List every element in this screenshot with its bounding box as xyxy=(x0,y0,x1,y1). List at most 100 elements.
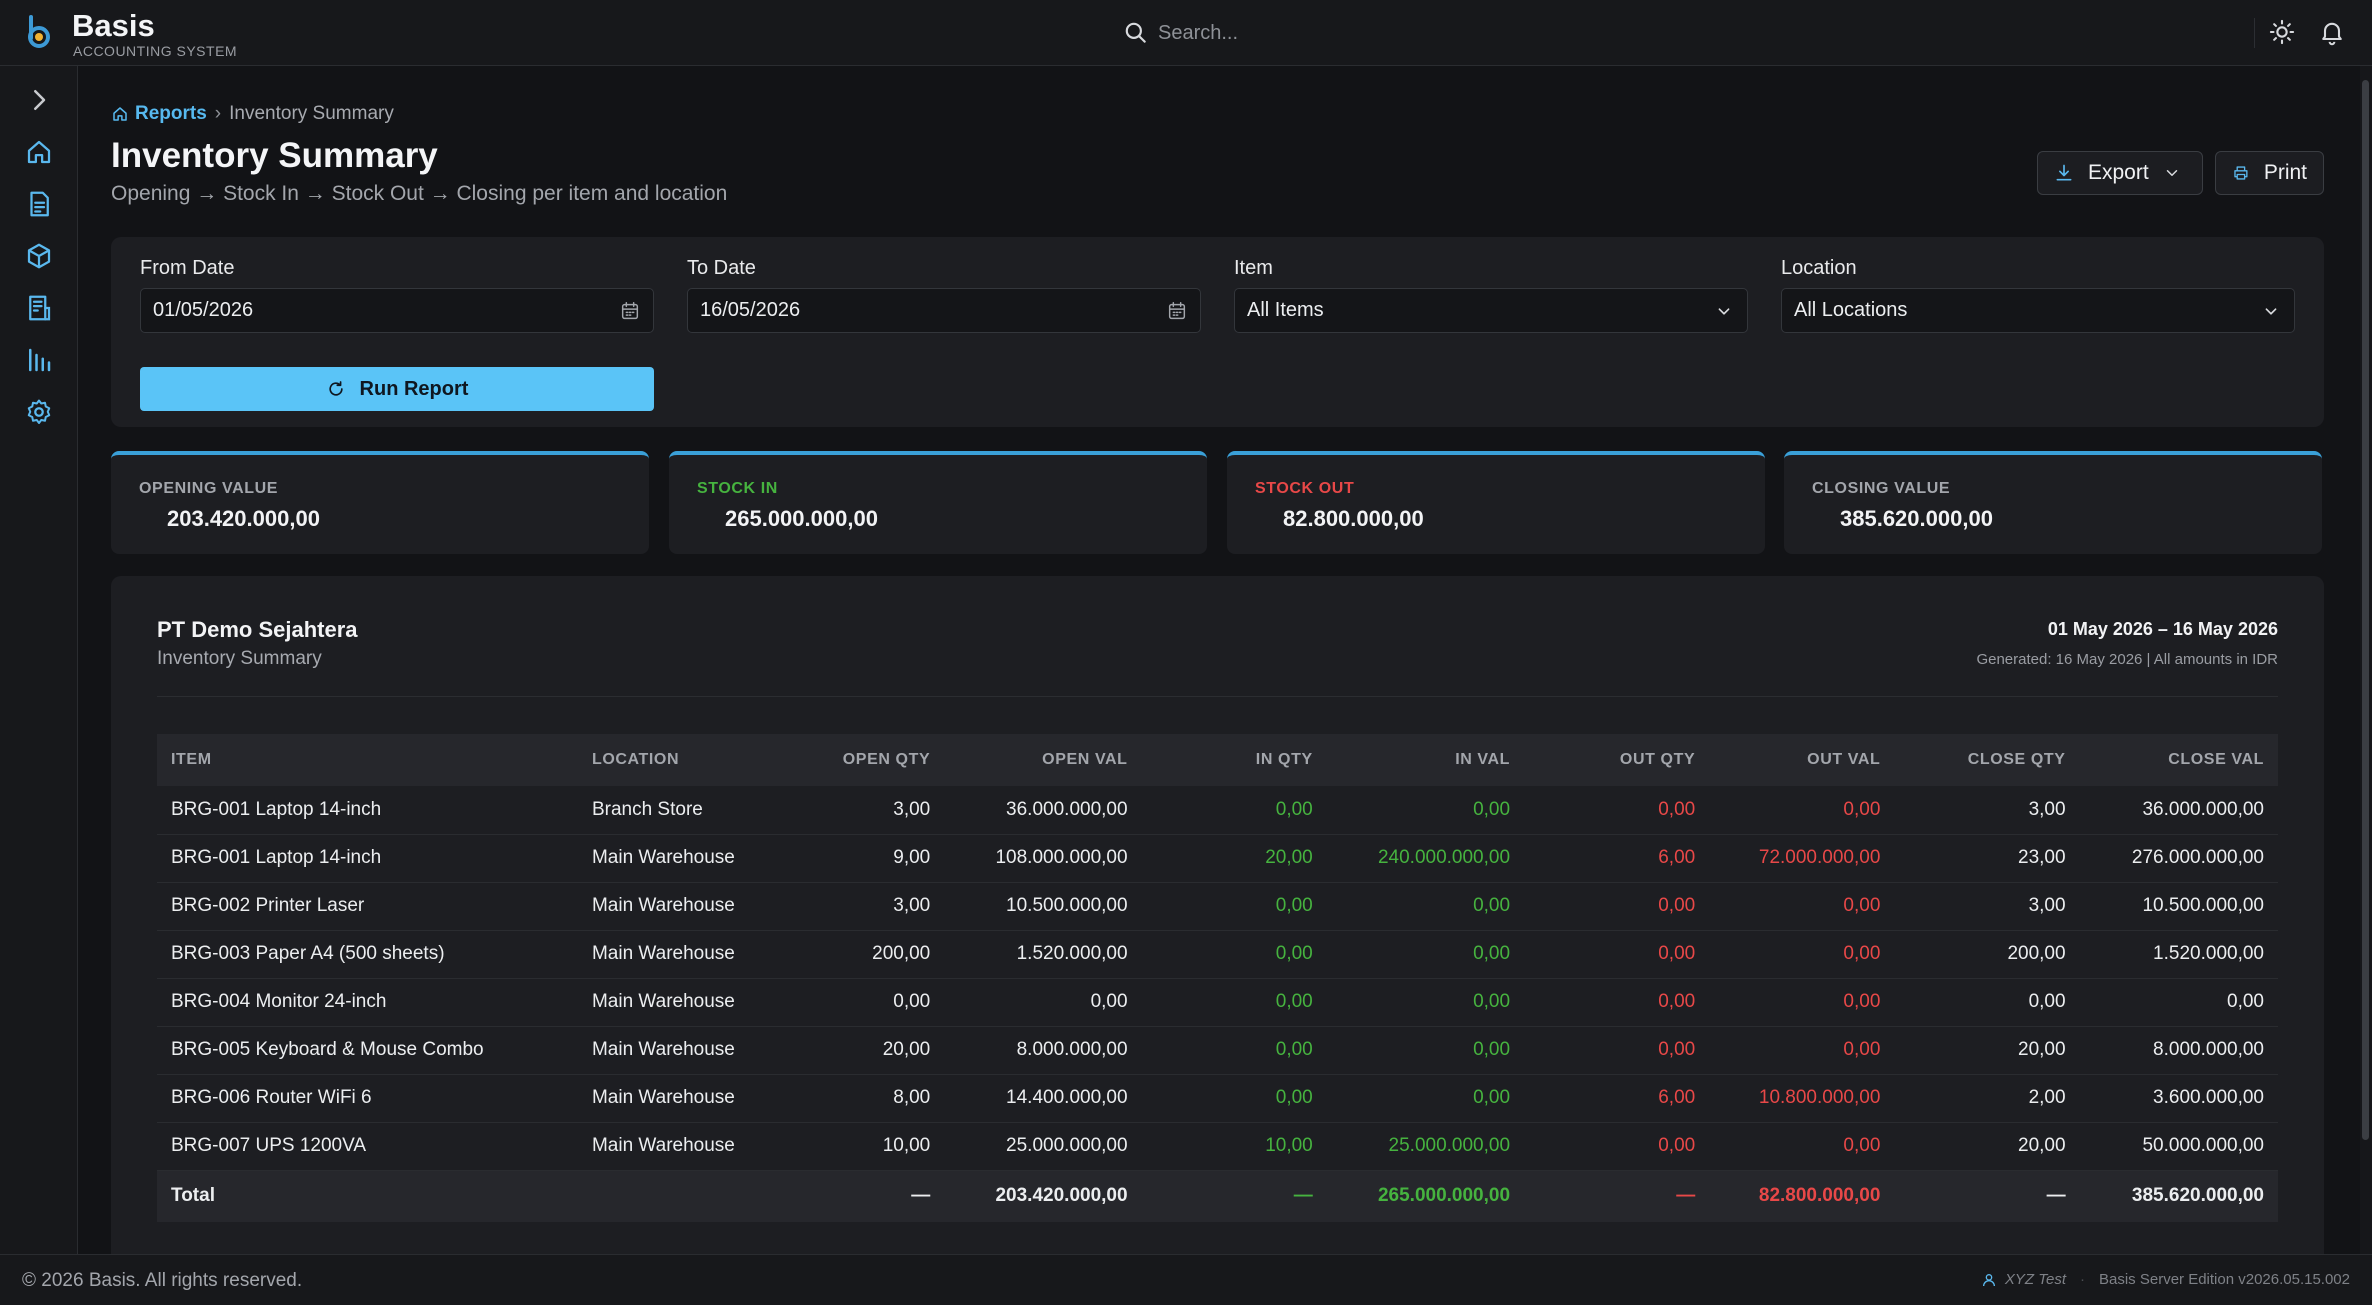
from-date-label: From Date xyxy=(140,257,235,279)
cell-close-val: 10.500.000,00 xyxy=(2079,882,2278,931)
run-report-button[interactable]: Run Report xyxy=(140,367,654,411)
export-button[interactable]: Export xyxy=(2037,151,2203,195)
cell-location: Main Warehouse xyxy=(577,1026,799,1075)
from-date-field[interactable]: 01/05/2026 xyxy=(140,288,654,333)
footer-user: XYZ Test xyxy=(2004,1271,2066,1288)
cell-item: BRG-006 Router WiFi 6 xyxy=(157,1074,578,1123)
document-icon[interactable] xyxy=(24,189,54,219)
scrollbar-thumb[interactable] xyxy=(2362,80,2369,1140)
search-input[interactable] xyxy=(1158,16,1658,50)
cell-in-val: 0,00 xyxy=(1326,1074,1525,1123)
gear-icon[interactable] xyxy=(24,397,54,427)
cell-close-val: 0,00 xyxy=(2079,978,2278,1027)
cell-out-qty: 0,00 xyxy=(1524,978,1710,1027)
cell-close-val: 50.000.000,00 xyxy=(2079,1122,2278,1171)
table-row[interactable]: BRG-006 Router WiFi 6 Main Warehouse 8,00 1… xyxy=(157,1074,2278,1123)
column-header-out-qty: OUT QTY xyxy=(1524,734,1710,786)
total-location xyxy=(577,1170,799,1222)
report-name: Inventory Summary xyxy=(157,648,322,669)
cell-close-val: 1.520.000,00 xyxy=(2079,930,2278,979)
cell-location: Main Warehouse xyxy=(577,1074,799,1123)
cell-close-qty: 20,00 xyxy=(1894,1122,2080,1171)
cell-in-val: 0,00 xyxy=(1326,786,1525,835)
table-row[interactable]: BRG-002 Printer Laser Main Warehouse 3,00 1… xyxy=(157,882,2278,931)
cell-close-qty: 3,00 xyxy=(1894,786,2080,835)
bell-icon[interactable] xyxy=(2318,18,2346,46)
cell-in-val: 0,00 xyxy=(1326,930,1525,979)
stock-in-card: STOCK IN 265.000.000,00 xyxy=(669,451,1207,554)
chevron-down-icon xyxy=(1718,307,1730,315)
calendar-icon[interactable] xyxy=(619,300,641,322)
cell-open-val: 36.000.000,00 xyxy=(944,786,1142,835)
cell-open-val: 14.400.000,00 xyxy=(944,1074,1142,1123)
column-header-in-qty: IN QTY xyxy=(1141,734,1327,786)
stock-in-label: STOCK IN xyxy=(697,480,778,497)
table-row[interactable]: BRG-003 Paper A4 (500 sheets) Main Wareho… xyxy=(157,930,2278,979)
stock-in-value: 265.000.000,00 xyxy=(725,506,878,531)
total-open-val: 203.420.000,00 xyxy=(944,1170,1142,1222)
cell-in-val: 0,00 xyxy=(1326,882,1525,931)
total-open-qty: — xyxy=(798,1170,945,1222)
cell-in-qty: 0,00 xyxy=(1141,1026,1327,1075)
cell-open-val: 10.500.000,00 xyxy=(944,882,1142,931)
table-row[interactable]: BRG-001 Laptop 14-inch Main Warehouse 9,00… xyxy=(157,834,2278,883)
cell-close-qty: 23,00 xyxy=(1894,834,2080,883)
print-label: Print xyxy=(2263,161,2307,184)
topbar-divider xyxy=(2254,18,2255,48)
receipt-icon[interactable] xyxy=(24,293,54,323)
column-header-item: ITEM xyxy=(157,734,578,786)
basis-logo-icon xyxy=(28,15,50,48)
breadcrumb-reports-link[interactable]: Reports xyxy=(135,103,207,124)
total-row: Total —203.420.000,00—265.000.000,00—82.8… xyxy=(157,1170,2278,1222)
run-report-label: Run Report xyxy=(359,377,469,400)
footer-separator: · xyxy=(2080,1271,2085,1288)
cell-location: Branch Store xyxy=(577,786,799,835)
stock-out-card: STOCK OUT 82.800.000,00 xyxy=(1227,451,1765,554)
cell-out-qty: 0,00 xyxy=(1524,1122,1710,1171)
cell-location: Main Warehouse xyxy=(577,930,799,979)
cell-item: BRG-004 Monitor 24-inch xyxy=(157,978,578,1027)
closing-value-label: CLOSING VALUE xyxy=(1812,480,1951,497)
table-row[interactable]: BRG-004 Monitor 24-inch Main Warehouse 0,0… xyxy=(157,978,2278,1027)
cell-close-val: 3.600.000,00 xyxy=(2079,1074,2278,1123)
download-icon xyxy=(2056,164,2072,181)
table-row[interactable]: BRG-007 UPS 1200VA Main Warehouse 10,00 25.… xyxy=(157,1122,2278,1171)
cell-out-qty: 0,00 xyxy=(1524,1026,1710,1075)
bar-chart-icon[interactable] xyxy=(24,345,54,375)
item-select[interactable]: All Items xyxy=(1234,288,1748,333)
app-name: Basis xyxy=(72,8,155,43)
cell-in-val: 240.000.000,00 xyxy=(1326,834,1525,883)
cell-location: Main Warehouse xyxy=(577,978,799,1027)
total-close-val: 385.620.000,00 xyxy=(2079,1170,2278,1222)
table-row[interactable]: BRG-001 Laptop 14-inch Branch Store 3,00 36… xyxy=(157,786,2278,835)
location-select[interactable]: All Locations xyxy=(1781,288,2295,333)
total-in-qty: — xyxy=(1141,1170,1327,1222)
opening-value-value: 203.420.000,00 xyxy=(167,506,320,531)
column-header-open-qty: OPEN QTY xyxy=(798,734,945,786)
closing-value-value: 385.620.000,00 xyxy=(1840,506,1993,531)
item-select-value: All Items xyxy=(1247,299,1324,321)
item-label: Item xyxy=(1234,257,1273,279)
cell-item: BRG-002 Printer Laser xyxy=(157,882,578,931)
table-row[interactable]: BRG-005 Keyboard & Mouse Combo Main Wareh… xyxy=(157,1026,2278,1075)
report-company: PT Demo Sejahtera xyxy=(157,617,358,642)
cell-in-qty: 0,00 xyxy=(1141,786,1327,835)
cell-in-val: 0,00 xyxy=(1326,978,1525,1027)
cell-open-qty: 10,00 xyxy=(798,1122,945,1171)
column-header-location: LOCATION xyxy=(577,734,799,786)
cell-out-val: 0,00 xyxy=(1709,1026,1895,1075)
cell-out-val: 72.000.000,00 xyxy=(1709,834,1895,883)
cell-out-qty: 6,00 xyxy=(1524,1074,1710,1123)
opening-value-label: OPENING VALUE xyxy=(139,480,279,497)
search-icon xyxy=(1125,22,1146,43)
home-icon[interactable] xyxy=(111,105,129,123)
to-date-field[interactable]: 16/05/2026 xyxy=(687,288,1201,333)
export-label: Export xyxy=(2088,161,2149,184)
chevron-right-icon[interactable] xyxy=(24,85,54,115)
print-button[interactable]: Print xyxy=(2215,151,2324,195)
box-icon[interactable] xyxy=(24,241,54,271)
home-icon[interactable] xyxy=(24,137,54,167)
sun-icon[interactable] xyxy=(2268,18,2296,46)
closing-value-card: CLOSING VALUE 385.620.000,00 xyxy=(1784,451,2322,554)
calendar-icon[interactable] xyxy=(1166,300,1188,322)
